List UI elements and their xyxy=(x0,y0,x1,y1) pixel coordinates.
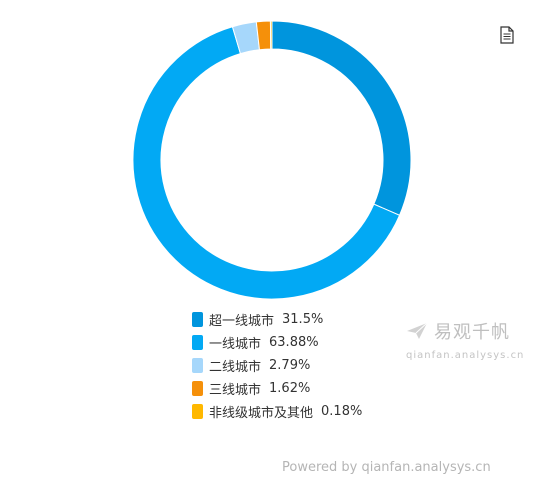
legend-label: 超一线城市 xyxy=(209,314,275,329)
legend-value: 0.18% xyxy=(321,404,363,419)
legend-label: 一线城市 xyxy=(209,337,262,352)
paper-plane-logo-icon xyxy=(407,322,428,339)
donut-slice-4[interactable] xyxy=(269,20,273,50)
legend-item-other[interactable]: 非线级城市及其他 0.18% xyxy=(192,400,362,423)
legend-label: 二线城市 xyxy=(209,360,262,375)
legend-item-tier2[interactable]: 二线城市 2.79% xyxy=(192,354,362,377)
legend-swatch xyxy=(192,335,203,350)
watermark: 易观千帆 qianfan.analysys.cn xyxy=(406,318,531,361)
legend-value: 31.5% xyxy=(282,312,324,327)
donut-slices xyxy=(132,20,412,300)
chart-legend: 超一线城市 31.5% 一线城市 63.88% 二线城市 2.79% 三线城市 … xyxy=(192,308,362,423)
legend-label: 非线级城市及其他 xyxy=(209,406,314,421)
watermark-logo-row: 易观千帆 xyxy=(406,318,531,344)
donut-slice-1[interactable] xyxy=(132,26,401,300)
donut-slice-0[interactable] xyxy=(271,20,412,216)
legend-swatch xyxy=(192,312,203,327)
legend-item-tier3[interactable]: 三线城市 1.62% xyxy=(192,377,362,400)
powered-by-credit[interactable]: Powered by qianfan.analysys.cn xyxy=(282,460,491,475)
legend-label: 三线城市 xyxy=(209,383,262,398)
legend-swatch xyxy=(192,404,203,419)
legend-value: 1.62% xyxy=(269,381,311,396)
legend-item-super-tier1[interactable]: 超一线城市 31.5% xyxy=(192,308,362,331)
legend-item-tier1[interactable]: 一线城市 63.88% xyxy=(192,331,362,354)
legend-swatch xyxy=(192,358,203,373)
legend-swatch xyxy=(192,381,203,396)
legend-value: 63.88% xyxy=(269,335,319,350)
document-icon[interactable] xyxy=(500,26,514,44)
legend-value: 2.79% xyxy=(269,358,311,373)
watermark-brand: 易观千帆 xyxy=(434,322,510,343)
watermark-url: qianfan.analysys.cn xyxy=(406,350,525,361)
